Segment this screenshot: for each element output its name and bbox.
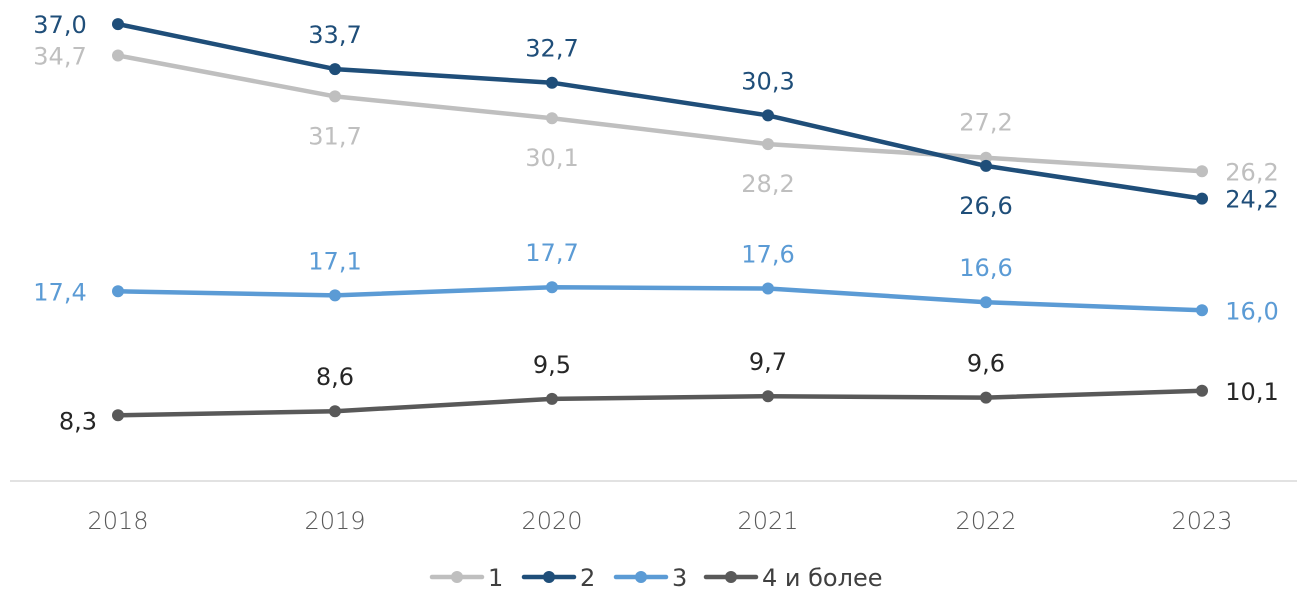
series-line-2 xyxy=(115,21,1205,201)
legend-label-4: 4 и более xyxy=(762,564,882,590)
x-tick-label-2019: 2019 xyxy=(304,507,365,535)
data-label-s2-2019: 33,7 xyxy=(308,21,361,49)
data-label-s1-2023: 26,2 xyxy=(1225,158,1278,186)
data-label-s4-2021: 9,7 xyxy=(749,348,787,376)
x-tick-label-2023: 2023 xyxy=(1171,507,1232,535)
data-label-s1-2020: 30,1 xyxy=(525,144,578,172)
data-point-s4-2020 xyxy=(546,392,558,405)
data-label-s3-2022: 16,6 xyxy=(959,254,1012,282)
data-label-s2-2018: 37,0 xyxy=(33,11,86,39)
data-label-s2-2022: 26,6 xyxy=(959,192,1012,220)
data-label-s1-2018: 34,7 xyxy=(33,43,86,71)
x-tick-label-2020: 2020 xyxy=(521,507,582,535)
data-label-s2-2023: 24,2 xyxy=(1225,186,1278,214)
data-point-s1-2022 xyxy=(980,151,992,164)
data-labels-layer: 34,7 31,7 30,1 28,2 27,2 26,2 37,0 33,7 32,7 30,3… xyxy=(33,11,1278,435)
data-point-s3-2018 xyxy=(112,285,124,298)
x-tick-label-2022: 2022 xyxy=(955,507,1016,535)
data-point-s3-2021 xyxy=(762,282,774,295)
data-point-s2-2018 xyxy=(112,18,124,31)
data-label-s4-2019: 8,6 xyxy=(316,363,354,391)
legend-swatch-marker-3 xyxy=(635,571,647,583)
data-label-s1-2019: 31,7 xyxy=(308,122,361,150)
data-point-s2-2023 xyxy=(1196,192,1208,205)
legend-label-3: 3 xyxy=(672,564,687,590)
data-label-s3-2020: 17,7 xyxy=(525,239,578,267)
data-point-s3-2023 xyxy=(1196,304,1208,317)
legend-swatch-marker-2 xyxy=(543,571,555,583)
data-point-s3-2022 xyxy=(980,296,992,309)
x-axis-ticks: 2018 2019 2020 2021 2022 2023 xyxy=(87,507,1232,535)
data-label-s4-2023: 10,1 xyxy=(1225,378,1278,406)
data-point-s1-2018 xyxy=(112,49,124,62)
data-label-s3-2018: 17,4 xyxy=(33,278,86,306)
data-point-s4-2022 xyxy=(980,391,992,404)
data-label-s3-2023: 16,0 xyxy=(1225,297,1278,325)
data-point-s4-2021 xyxy=(762,390,774,403)
data-label-s2-2021: 30,3 xyxy=(741,67,794,95)
legend-swatch-marker-1 xyxy=(451,571,463,583)
data-point-s1-2019 xyxy=(329,90,341,103)
data-point-s2-2019 xyxy=(329,63,341,76)
data-point-s1-2020 xyxy=(546,112,558,125)
data-label-s4-2018: 8,3 xyxy=(59,407,97,435)
x-tick-label-2018: 2018 xyxy=(87,507,148,535)
data-point-s4-2019 xyxy=(329,405,341,418)
series-line-3 xyxy=(115,284,1205,313)
legend-label-2: 2 xyxy=(580,564,595,590)
data-label-s3-2019: 17,1 xyxy=(308,247,361,275)
data-point-s2-2021 xyxy=(762,109,774,122)
data-label-s2-2020: 32,7 xyxy=(525,35,578,63)
data-point-s2-2022 xyxy=(980,159,992,172)
series-line-4 xyxy=(115,388,1205,418)
legend: 1 2 3 4 и более xyxy=(429,564,882,590)
legend-label-1: 1 xyxy=(488,564,503,590)
data-label-s4-2022: 9,6 xyxy=(967,350,1005,378)
series-layer xyxy=(112,18,1208,422)
data-point-s4-2018 xyxy=(112,409,124,422)
series-line-1 xyxy=(115,53,1205,174)
data-point-s4-2023 xyxy=(1196,384,1208,397)
data-label-s1-2021: 28,2 xyxy=(741,170,794,198)
data-label-s3-2021: 17,6 xyxy=(741,241,794,269)
data-point-s3-2020 xyxy=(546,281,558,294)
data-label-s1-2022: 27,2 xyxy=(959,109,1012,137)
data-point-s1-2023 xyxy=(1196,165,1208,178)
data-point-s3-2019 xyxy=(329,289,341,302)
data-point-s1-2021 xyxy=(762,138,774,151)
legend-swatch-marker-4 xyxy=(725,571,737,583)
x-tick-label-2021: 2021 xyxy=(737,507,798,535)
data-point-s2-2020 xyxy=(546,76,558,89)
data-label-s4-2020: 9,5 xyxy=(533,351,571,379)
